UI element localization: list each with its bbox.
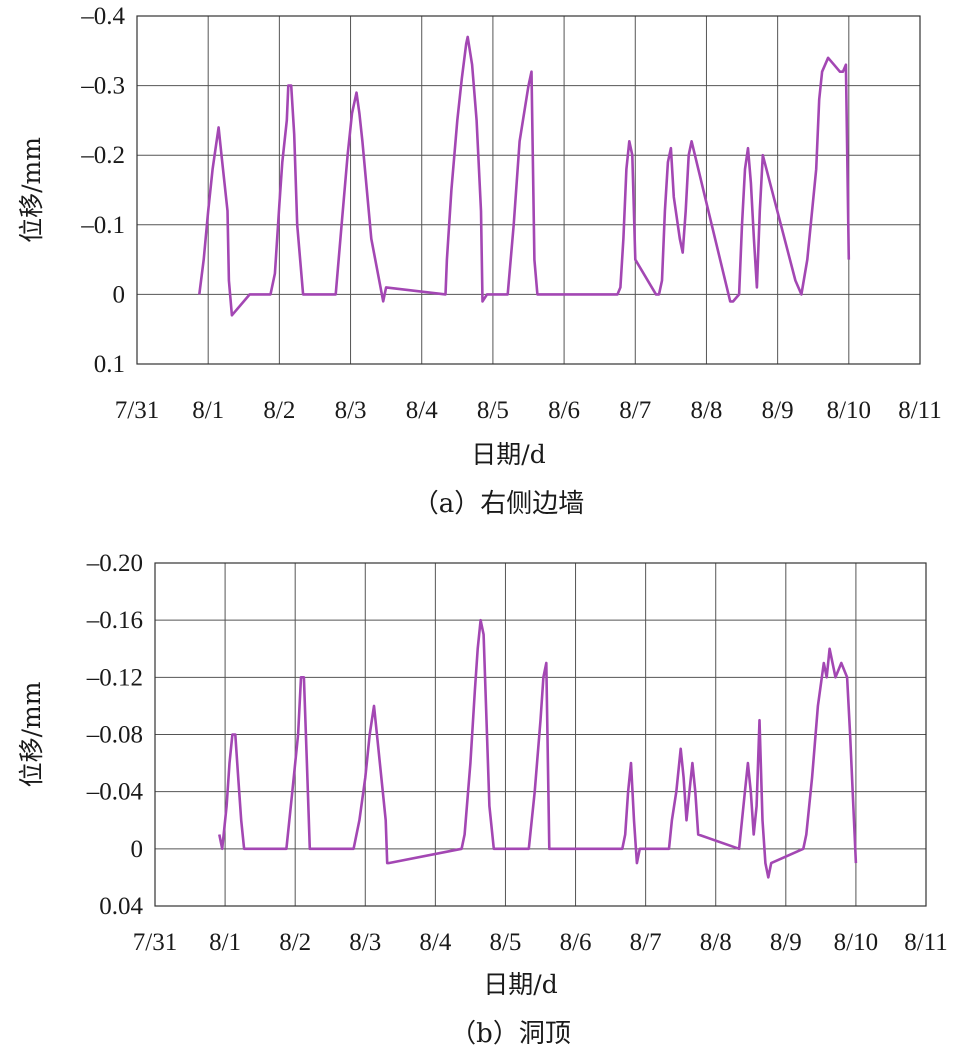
x-tick-label: 8/11 — [898, 397, 942, 424]
y-tick-label: 0 — [113, 281, 126, 308]
y-axis-label: 位移/mm — [17, 681, 46, 787]
x-tick-label: 8/8 — [700, 929, 732, 956]
y-axis-label: 位移/mm — [17, 137, 46, 243]
series-line — [198, 35, 851, 317]
y-tick-label: –0.2 — [80, 142, 125, 169]
y-tick-label: –0.20 — [86, 550, 143, 577]
x-tick-label: 8/10 — [827, 397, 871, 424]
y-tick-label: 0.04 — [99, 893, 143, 920]
y-tick-label: 0.1 — [94, 351, 125, 378]
y-tick-label: –0.04 — [86, 779, 144, 806]
x-tick-label: 8/3 — [349, 929, 381, 956]
y-tick-label: –0.4 — [80, 3, 125, 30]
chart-b: –0.20 –0.16 –0.12 –0.08 –0.04 0 0.04 7/31 8/1 8/… — [17, 550, 948, 1049]
x-axis-label: 日期/d — [471, 440, 545, 469]
y-tick-label: –0.16 — [86, 607, 143, 634]
x-tick-label: 8/1 — [192, 397, 224, 424]
x-tick-label: 8/6 — [560, 929, 592, 956]
x-axis-label: 日期/d — [483, 970, 557, 999]
x-tick-label: 8/2 — [263, 397, 295, 424]
plot-area-frame — [136, 15, 921, 365]
chart-a: –0.4 –0.3 –0.2 –0.1 0 0.1 7/31 8/1 8/2 8/3 8/4 8/5… — [17, 3, 942, 519]
x-tick-label: 8/10 — [834, 929, 878, 956]
x-tick-label: 8/3 — [335, 397, 367, 424]
y-tick-label: 0 — [131, 836, 144, 863]
x-tick-label: 8/9 — [770, 929, 802, 956]
x-tick-label: 8/6 — [548, 397, 580, 424]
x-tick-label: 8/9 — [762, 397, 794, 424]
y-tick-label: –0.1 — [80, 212, 125, 239]
x-tick-label: 8/1 — [209, 929, 241, 956]
x-tick-label: 8/2 — [279, 929, 311, 956]
x-tick-label: 7/31 — [115, 397, 159, 424]
chart-caption: （b）洞顶 — [450, 1019, 571, 1049]
y-tick-label: –0.12 — [86, 664, 143, 691]
x-tick-label: 8/4 — [406, 397, 438, 424]
x-tick-label: 8/5 — [489, 929, 521, 956]
x-tick-label: 8/7 — [630, 929, 662, 956]
chart-caption: （a）右侧边墙 — [413, 489, 585, 519]
x-tick-label: 8/11 — [904, 929, 948, 956]
y-tick-label: –0.08 — [86, 722, 143, 749]
x-tick-label: 8/7 — [619, 397, 651, 424]
y-tick-label: –0.3 — [80, 73, 125, 100]
series-line — [218, 618, 858, 879]
x-tick-label: 8/5 — [477, 397, 509, 424]
x-tick-label: 8/8 — [690, 397, 722, 424]
x-tick-label: 8/4 — [419, 929, 451, 956]
plot-area-frame — [154, 562, 927, 907]
x-tick-label: 7/31 — [133, 929, 177, 956]
